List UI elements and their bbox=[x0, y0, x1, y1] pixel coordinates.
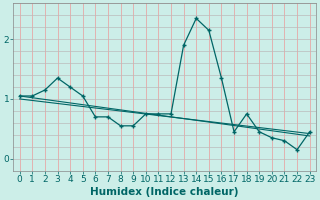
X-axis label: Humidex (Indice chaleur): Humidex (Indice chaleur) bbox=[91, 187, 239, 197]
